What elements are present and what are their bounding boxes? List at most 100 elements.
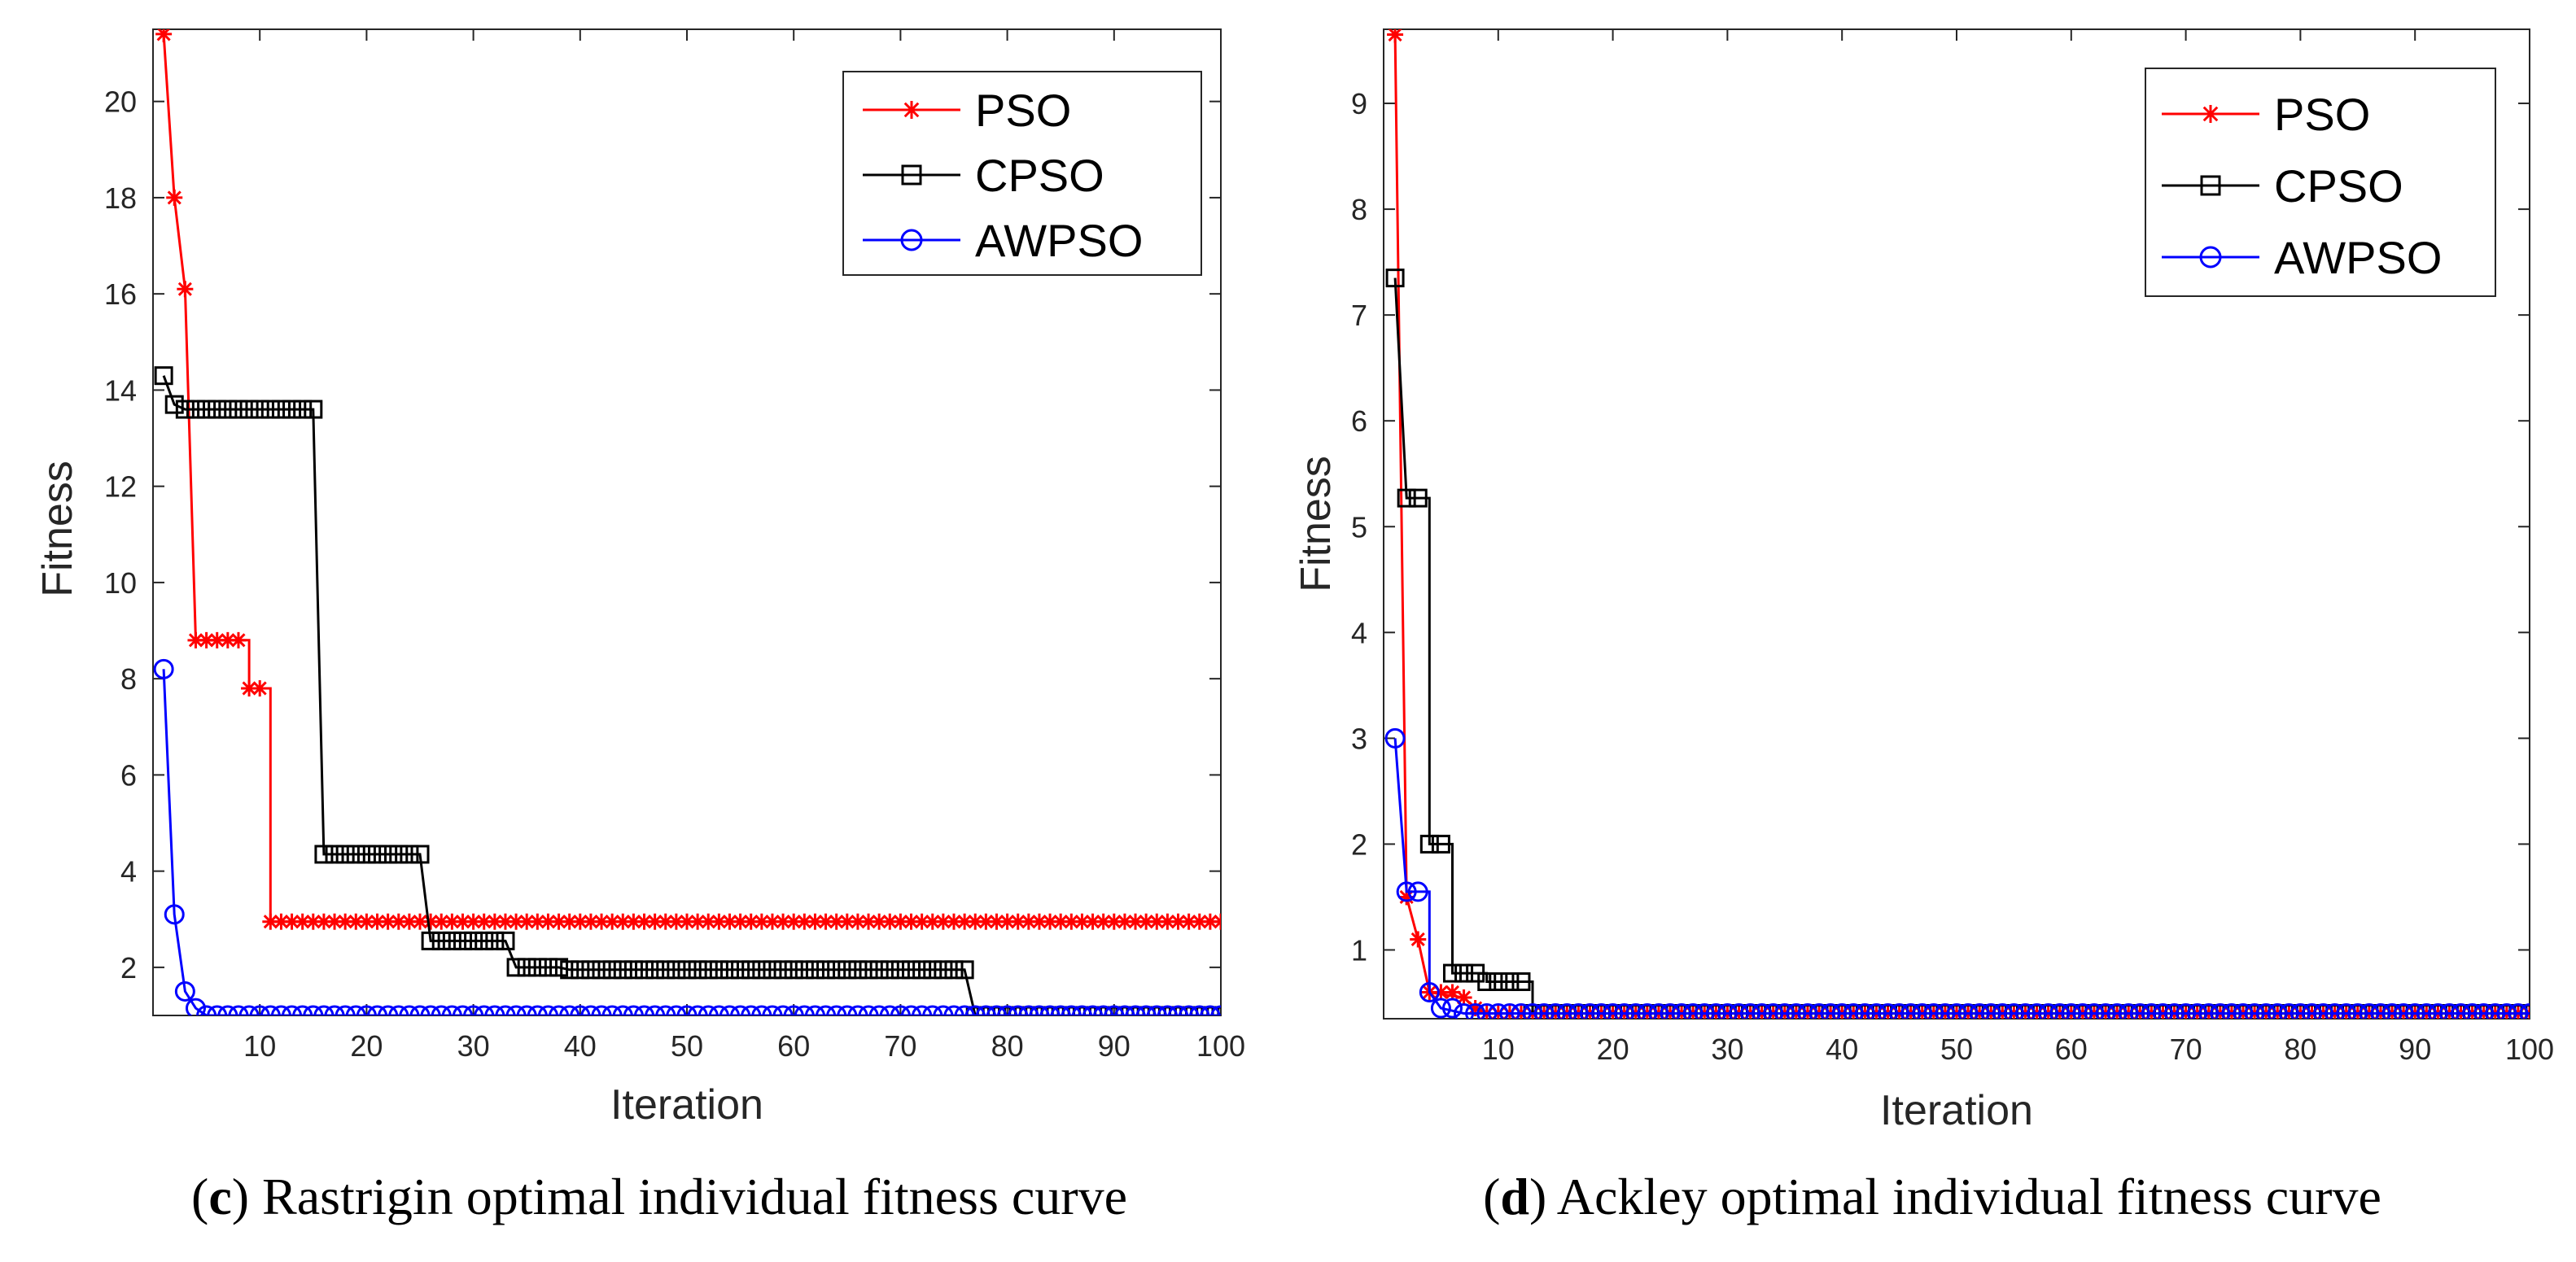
data-point	[783, 1005, 804, 1015]
data-point	[656, 960, 676, 980]
data-point	[2003, 1003, 2024, 1019]
data-point	[944, 960, 964, 980]
y-tick-label: 5	[1351, 510, 1367, 544]
data-point	[2164, 1003, 2185, 1019]
data-point	[1740, 1003, 1761, 1019]
y-tick-label: 14	[104, 373, 137, 407]
legend-marker	[900, 229, 923, 251]
data-point	[1808, 1003, 1830, 1019]
data-point	[975, 1005, 996, 1015]
data-point	[879, 1005, 900, 1015]
data-point	[762, 1005, 783, 1015]
data-point	[2084, 1003, 2105, 1019]
data-point	[2496, 1003, 2517, 1019]
data-point	[645, 960, 665, 980]
ticks-layer: 10 20 30 40 50 60 70 80 90 100 2 4 6 8 10 12 14 16 18 20	[104, 29, 1245, 1063]
legend-items	[863, 101, 960, 251]
data-point	[527, 958, 547, 977]
data-point	[1488, 1003, 1509, 1019]
data-point	[495, 1005, 516, 1015]
caption-letter: c	[208, 1168, 231, 1225]
series-layer	[153, 29, 1221, 1015]
y-tick-label: 4	[120, 855, 137, 889]
x-tick-label: 40	[564, 1029, 597, 1063]
data-point	[2244, 1003, 2265, 1019]
series-line	[162, 33, 1221, 924]
x-tick-label: 10	[243, 1029, 276, 1063]
data-point	[2451, 1003, 2472, 1019]
data-point	[923, 960, 942, 980]
data-point	[475, 931, 494, 950]
data-point	[517, 958, 536, 977]
data-point	[2438, 1003, 2460, 1019]
data-point	[880, 960, 899, 980]
data-point	[1568, 1003, 1589, 1019]
data-point	[313, 1005, 335, 1015]
data-point	[537, 1005, 558, 1015]
data-point	[217, 1005, 238, 1015]
data-point	[741, 1005, 762, 1015]
data-point	[794, 960, 814, 980]
data-point	[1477, 972, 1497, 991]
data-point	[2141, 1003, 2162, 1019]
data-point	[420, 1005, 441, 1015]
data-point	[314, 845, 334, 864]
x-tick-label: 80	[991, 1029, 1024, 1063]
data-point	[1511, 972, 1531, 991]
data-point	[1029, 1005, 1050, 1015]
data-point	[2187, 1003, 2208, 1019]
series-layer	[1384, 29, 2530, 1019]
data-point	[1071, 1005, 1092, 1015]
data-point	[2278, 1003, 2299, 1019]
data-point	[410, 845, 430, 864]
data-point	[1407, 881, 1428, 902]
data-point	[2095, 1003, 2116, 1019]
data-point	[390, 913, 407, 930]
data-point	[175, 400, 195, 419]
data-point	[838, 913, 855, 930]
data-point	[677, 960, 697, 980]
data-point	[901, 1005, 922, 1015]
data-point	[1397, 488, 1416, 508]
legend-label-pso: PSO	[975, 85, 1071, 136]
data-point	[613, 960, 632, 980]
data-point	[1603, 1003, 1624, 1019]
data-point	[421, 931, 440, 950]
data-point	[2267, 1003, 2288, 1019]
series-line	[1393, 738, 2530, 1015]
data-point	[185, 998, 206, 1015]
data-point	[1786, 1003, 1807, 1019]
data-point	[2038, 1003, 2059, 1019]
y-tick-label: 8	[1351, 193, 1367, 226]
caption-text: ) Ackley optimal individual fitness curv…	[1529, 1168, 2381, 1225]
data-point	[218, 400, 238, 419]
data-point	[239, 400, 259, 419]
data-point	[592, 960, 611, 980]
data-point	[292, 1005, 313, 1015]
data-point	[634, 1005, 655, 1015]
data-point	[954, 1005, 975, 1015]
data-point	[2381, 1003, 2403, 1019]
data-point	[208, 631, 225, 648]
data-point	[1008, 1005, 1029, 1015]
data-point	[1511, 1003, 1532, 1019]
data-point	[230, 631, 247, 648]
data-point	[869, 960, 889, 980]
data-point	[858, 1005, 879, 1015]
y-tick-label: 12	[104, 470, 137, 504]
data-point	[796, 913, 813, 930]
x-tick-label: 30	[457, 1029, 490, 1063]
legend-label-cpso: CPSO	[2274, 160, 2403, 212]
x-tick-label: 20	[350, 1029, 383, 1063]
data-point	[784, 960, 803, 980]
data-point	[348, 913, 365, 930]
legend-label-pso: PSO	[2274, 89, 2370, 140]
data-point	[1200, 1005, 1221, 1015]
data-point	[1082, 1005, 1104, 1015]
data-point	[1774, 1003, 1795, 1019]
data-point	[2485, 1003, 2506, 1019]
data-point	[484, 1005, 505, 1015]
data-point	[1385, 269, 1405, 288]
data-point	[506, 958, 526, 977]
data-point	[1648, 1003, 1669, 1019]
